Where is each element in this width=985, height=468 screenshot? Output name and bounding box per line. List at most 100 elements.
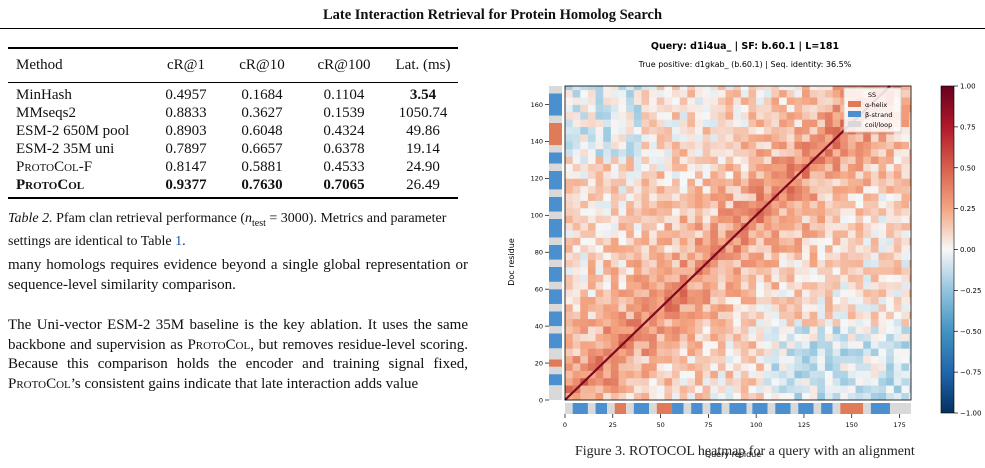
heatmap-cell — [847, 252, 856, 261]
heatmap-cell — [565, 326, 574, 334]
heatmap-cell — [748, 348, 757, 357]
heatmap-cell — [878, 363, 887, 371]
heatmap-cell — [603, 259, 612, 268]
heatmap-cell — [656, 355, 665, 364]
heatmap-cell — [687, 89, 696, 98]
heatmap-cell — [633, 230, 642, 238]
heatmap-cell — [664, 89, 673, 98]
heatmap-cell — [824, 111, 834, 120]
heatmap-cell — [641, 178, 650, 187]
caption-table-ref[interactable]: 1 — [175, 233, 183, 249]
heatmap-cell — [855, 363, 864, 371]
heatmap-cell — [809, 193, 818, 201]
x-tick-label: 175 — [893, 421, 905, 429]
heatmap-cell — [656, 86, 665, 91]
heatmap-cell — [649, 119, 658, 128]
heatmap-cell — [771, 156, 780, 164]
heatmap-cell — [779, 244, 788, 253]
heatmap-cell — [679, 170, 688, 179]
heatmap-cell — [855, 340, 864, 349]
heatmap-cell — [672, 200, 681, 209]
heatmap-cell — [840, 230, 849, 238]
heatmap-cell — [901, 230, 910, 238]
y-tick-label: 40 — [535, 322, 543, 330]
heatmap-cell — [771, 363, 780, 371]
heatmap-cell — [725, 355, 734, 364]
heatmap-cell — [633, 267, 642, 275]
heatmap-cell — [725, 267, 734, 275]
heatmap-cell — [694, 289, 704, 297]
heatmap-cell — [786, 193, 795, 201]
heatmap-cell — [863, 296, 872, 305]
heatmap-cell — [832, 126, 841, 135]
heatmap-cell — [679, 207, 688, 216]
heatmap-cell — [626, 207, 635, 216]
heatmap-cell — [664, 348, 673, 357]
heatmap-cell — [779, 170, 788, 179]
doc-ss-segment — [549, 244, 562, 260]
heatmap-cell — [679, 215, 688, 224]
heatmap-cell — [817, 340, 826, 349]
heatmap-cell — [863, 207, 872, 216]
heatmap-cell — [702, 333, 711, 342]
heatmap-cell — [618, 163, 627, 172]
heatmap-cell — [740, 318, 749, 327]
heatmap-cell — [832, 156, 841, 164]
heatmap-cell — [909, 89, 912, 98]
heatmap-cell — [702, 185, 711, 194]
heatmap-cell — [909, 377, 912, 386]
heatmap-cell — [725, 156, 734, 164]
heatmap-cell — [832, 141, 841, 150]
heatmap-cell — [878, 200, 887, 209]
heatmap-cell — [603, 97, 612, 105]
heatmap-cell — [809, 355, 818, 364]
heatmap-cell — [847, 363, 856, 371]
heatmap-cell — [847, 134, 856, 142]
heatmap-cell — [618, 207, 627, 216]
heatmap-cell — [595, 296, 604, 305]
heatmap-cell — [909, 333, 912, 342]
heatmap-cell — [901, 370, 910, 379]
heatmap-cell — [802, 296, 811, 305]
heatmap-cell — [656, 348, 665, 357]
heatmap-cell — [618, 215, 627, 224]
heatmap-cell — [909, 281, 912, 290]
alignment-diagonal — [564, 85, 891, 401]
heatmap-cell — [886, 193, 895, 201]
heatmap-cell — [687, 244, 696, 253]
heatmap-cell — [702, 170, 711, 179]
heatmap-cell — [809, 311, 818, 320]
heatmap-cell — [565, 363, 574, 371]
heatmap-cell — [786, 170, 795, 179]
heatmap-cell — [763, 97, 772, 105]
heatmap-cell — [664, 281, 673, 290]
heatmap-cell — [763, 119, 772, 128]
heatmap-cell — [565, 89, 574, 98]
heatmap-cell — [610, 111, 619, 120]
heatmap-cell — [870, 207, 879, 216]
heatmap-cell — [748, 119, 757, 128]
heatmap-cell — [618, 355, 627, 364]
heatmap-cell — [771, 311, 780, 320]
heatmap-cell — [870, 156, 879, 164]
heatmap-cell — [565, 156, 574, 164]
heatmap-cell — [679, 126, 688, 135]
heatmap-cell — [710, 148, 719, 157]
heatmap-cell — [725, 126, 734, 135]
heatmap-cell — [855, 303, 864, 312]
heatmap-cell — [832, 318, 841, 327]
heatmap-cell — [672, 141, 681, 150]
heatmap-cell — [565, 355, 574, 364]
heatmap-cell — [893, 370, 902, 379]
heatmap-cell — [786, 207, 795, 216]
heatmap-cell — [878, 134, 887, 142]
heatmap-cell — [603, 392, 612, 401]
heatmap-cell — [763, 163, 772, 172]
heatmap-cell — [893, 222, 902, 231]
heatmap-cell — [710, 230, 719, 238]
heatmap-cell — [580, 156, 589, 164]
heatmap-cell — [603, 111, 612, 120]
heatmap-cell — [595, 111, 604, 120]
heatmap-cell — [633, 311, 642, 320]
heatmap-cell — [664, 126, 673, 135]
